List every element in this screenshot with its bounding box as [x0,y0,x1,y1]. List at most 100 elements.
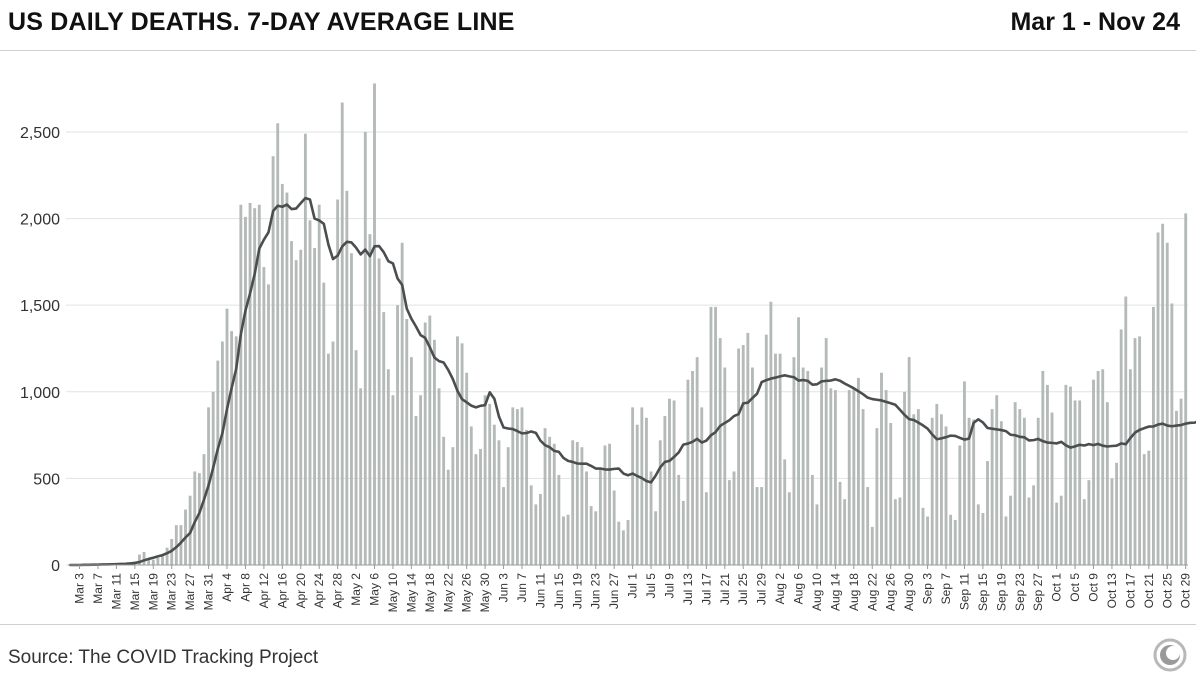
daily-deaths-bar [442,437,445,565]
daily-deaths-bar [327,354,330,565]
daily-deaths-bar [935,404,938,565]
daily-deaths-bar [1170,303,1173,565]
daily-deaths-bar [1134,338,1137,565]
daily-deaths-bar [604,445,607,565]
daily-deaths-bar [309,220,312,565]
daily-deaths-bar [760,487,763,565]
daily-deaths-bar [530,485,533,565]
daily-deaths-bar [1143,454,1146,565]
x-tick-label: Oct 21 [1142,573,1156,609]
daily-deaths-bar [986,461,989,565]
y-tick-label: 1,500 [20,298,60,315]
daily-deaths-bar [691,371,694,565]
x-tick-label: Apr 4 [220,573,234,602]
daily-deaths-bar [1018,409,1021,565]
daily-deaths-bar [428,316,431,565]
x-tick-label: May 14 [404,573,418,613]
daily-deaths-bar [1138,336,1141,565]
daily-deaths-bar [539,494,542,565]
x-tick-label: Mar 19 [146,573,160,611]
daily-deaths-bar [1064,385,1067,565]
daily-deaths-bar [1175,411,1178,565]
x-tick-label: Oct 13 [1105,573,1119,609]
daily-deaths-bar [267,284,270,565]
x-tick-label: Mar 31 [202,573,216,611]
daily-deaths-bar [1055,503,1058,565]
daily-deaths-bar [1129,369,1132,565]
daily-deaths-bar [419,395,422,565]
daily-deaths-bar [705,492,708,565]
daily-deaths-bar [405,319,408,565]
daily-deaths-bar [765,335,768,565]
daily-deaths-bar [981,513,984,565]
daily-deaths-bar [1009,496,1012,565]
x-tick-label: May 10 [386,573,400,613]
daily-deaths-bar [387,369,390,565]
x-tick-label: Mar 27 [183,573,197,611]
daily-deaths-bar [737,348,740,565]
y-tick-label: 500 [33,471,60,488]
daily-deaths-bar [571,440,574,565]
daily-deaths-bar [834,390,837,565]
x-tick-label: Aug 6 [792,573,806,605]
daily-deaths-bar [912,414,915,565]
daily-deaths-bar [502,487,505,565]
daily-deaths-bar [286,193,289,565]
daily-deaths-bar [470,426,473,565]
daily-deaths-bar [392,395,395,565]
daily-deaths-bar [839,482,842,565]
daily-deaths-bar [857,378,860,565]
daily-deaths-bar [498,440,501,565]
x-tick-label: Mar 23 [165,573,179,611]
daily-deaths-bar [1005,517,1008,566]
daily-deaths-bar [249,203,252,565]
x-tick-label: Apr 28 [331,573,345,609]
daily-deaths-bar [700,407,703,565]
x-tick-label: Jun 7 [515,573,529,603]
daily-deaths-bar [239,205,242,565]
daily-deaths-bar [728,480,731,565]
x-tick-label: Sep 15 [976,573,990,611]
daily-deaths-bar [723,368,726,565]
daily-deaths-bar [281,184,284,565]
daily-deaths-bar [1092,380,1095,565]
daily-deaths-bar [1060,496,1063,565]
daily-deaths-bar [594,511,597,565]
daily-deaths-bar [262,267,265,565]
x-tick-label: Aug 10 [810,573,824,611]
daily-deaths-bar [410,357,413,565]
daily-deaths-bar [166,548,169,565]
covid-tracking-project-logo-icon[interactable] [1152,637,1188,673]
daily-deaths-bar [474,454,477,565]
daily-deaths-bar [364,132,367,565]
daily-deaths-bar [244,217,247,565]
daily-deaths-bar [608,444,611,565]
daily-deaths-bar [977,504,980,565]
daily-deaths-bar [908,357,911,565]
daily-deaths-bar [488,404,491,565]
daily-deaths-bar [903,392,906,565]
x-tick-label: Oct 29 [1179,573,1193,609]
daily-deaths-bar [677,475,680,565]
daily-deaths-bar [972,420,975,566]
x-tick-label: Jun 19 [570,573,584,609]
x-tick-label: Mar 7 [91,573,105,604]
daily-deaths-bar [456,336,459,565]
x-tick-label: Jul 25 [736,573,750,605]
x-tick-label: Oct 5 [1068,573,1082,602]
daily-deaths-bar [1106,402,1109,565]
daily-deaths-bar [382,312,385,565]
x-tick-label: May 2 [349,573,363,606]
daily-deaths-bar [843,499,846,565]
daily-deaths-bar [640,407,643,565]
daily-deaths-bar [769,302,772,565]
daily-deaths-bar [590,506,593,565]
daily-deaths-bar [1014,402,1017,565]
daily-deaths-bar [682,501,685,565]
daily-deaths-bar [875,428,878,565]
bars [83,83,1187,565]
daily-deaths-bar [825,338,828,565]
x-tick-label: Jul 17 [699,573,713,605]
